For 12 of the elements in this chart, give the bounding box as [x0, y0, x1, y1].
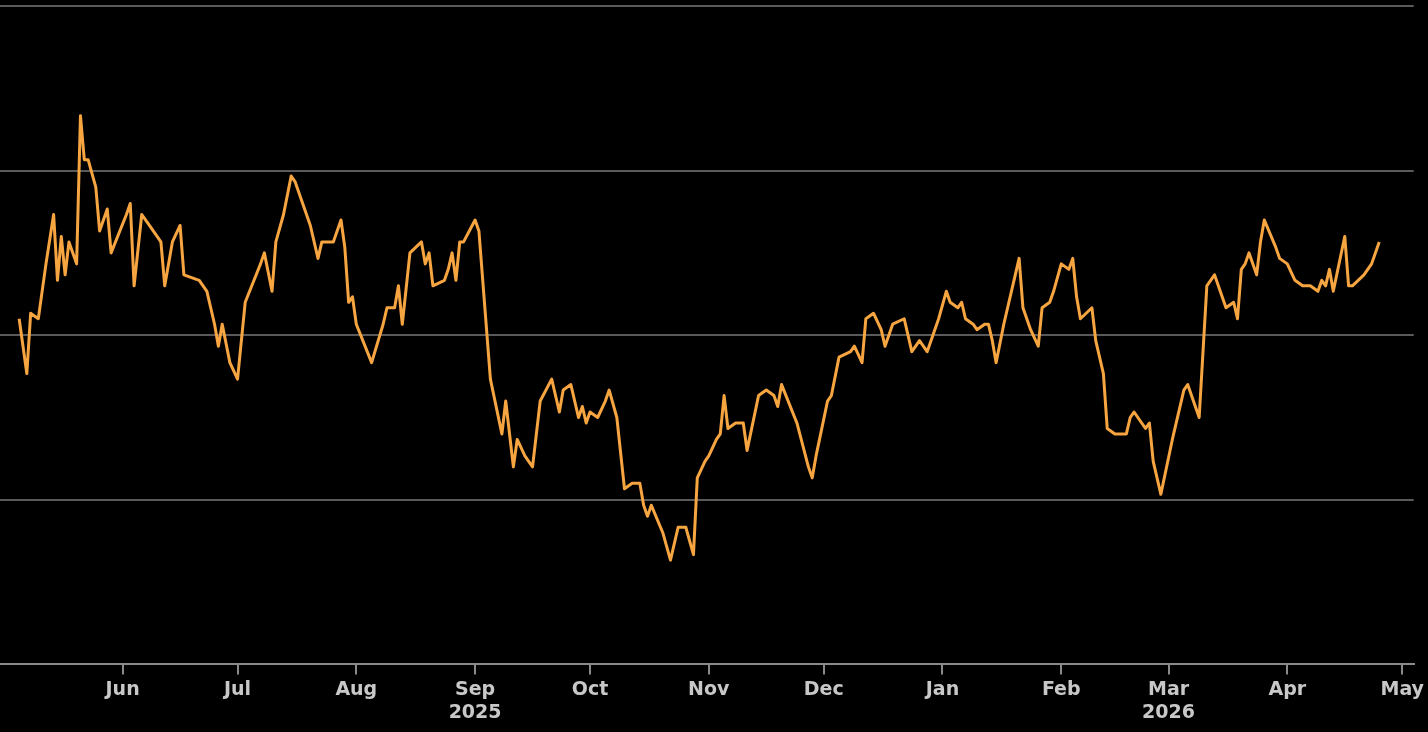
x-tick-label: Jun — [103, 676, 140, 699]
x-tick-label: Mar 2026 — [1142, 676, 1195, 722]
x-tick-label: Jul — [221, 676, 252, 699]
x-tick-label: Aug — [335, 676, 378, 699]
x-tick-label: Apr — [1268, 676, 1307, 699]
x-tick-label: Jan — [923, 676, 960, 699]
x-tick-label: Oct — [571, 676, 609, 699]
x-tick-label: Dec — [803, 676, 844, 699]
x-tick-label: Nov — [688, 676, 731, 699]
x-tick-label: Feb — [1041, 676, 1081, 699]
x-tick-label: Sep 2025 — [448, 676, 502, 722]
x-tick-label: May — [1380, 676, 1425, 699]
